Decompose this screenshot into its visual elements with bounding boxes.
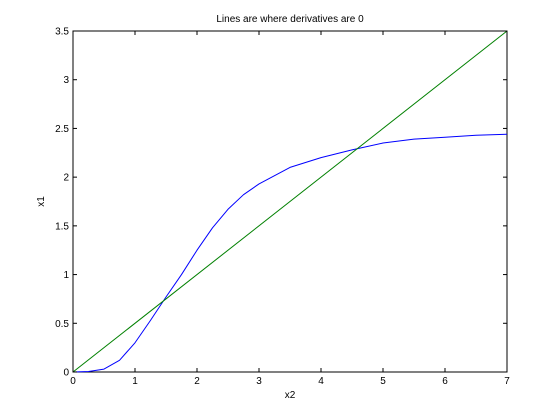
y-tick-label: 1 [63,270,69,281]
series-layer [72,30,508,373]
x-tick-label: 7 [504,376,510,387]
x-tick-label: 4 [318,376,324,387]
series-line-1 [72,133,508,373]
y-tick-label: 3.5 [55,27,69,38]
x-tick-label: 0 [70,376,76,387]
x-tick-label: 2 [194,376,200,387]
y-tick-label: 1.5 [55,221,69,232]
y-tick-label: 2 [63,173,69,184]
chart-title: Lines are where derivatives are 0 [216,14,364,25]
y-tick-label: 0.5 [55,319,69,330]
y-tick-label: 2.5 [55,124,69,135]
tick-layer: 0 1 2 3 4 5 6 7 0 0.5 1 1.5 2 2.5 3 3.5 [55,27,510,388]
x-axis-label: x2 [285,390,296,401]
y-tick-label: 3 [63,75,69,86]
x-tick-label: 5 [380,376,386,387]
x-tick-label: 6 [442,376,448,387]
x-tick-label: 1 [132,376,138,387]
series-line-2 [72,30,508,373]
y-axis-label: x1 [36,196,47,207]
y-tick-label: 0 [63,368,69,379]
x-tick-label: 3 [256,376,262,387]
